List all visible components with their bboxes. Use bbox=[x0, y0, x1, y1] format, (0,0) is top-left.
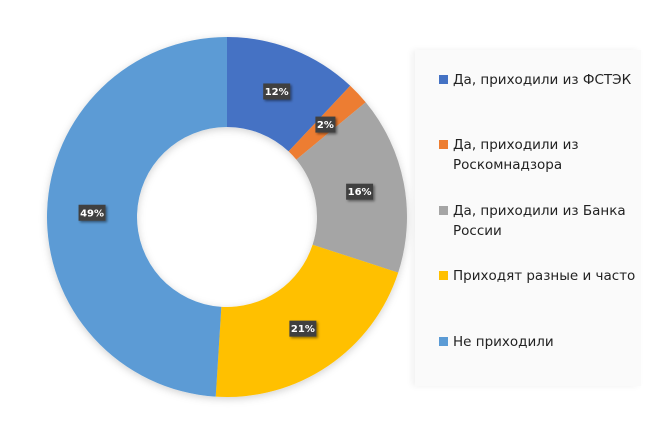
svg-text:49%: 49% bbox=[80, 208, 104, 219]
legend-swatch-icon bbox=[439, 75, 448, 84]
legend-label: Да, приходили из bbox=[453, 137, 579, 153]
legend-item-roskomnadzor: Да, приходили из Роскомнадзора bbox=[439, 135, 639, 175]
legend-label: Да, приходили из Банка bbox=[453, 203, 626, 219]
legend-item-never: Не приходили bbox=[439, 332, 639, 352]
data-label-various-often: 21% bbox=[289, 320, 317, 337]
slice-never bbox=[47, 37, 227, 397]
legend-item-fstek: Да, приходили из ФСТЭК bbox=[439, 70, 639, 90]
svg-text:21%: 21% bbox=[291, 324, 315, 335]
legend-swatch-icon bbox=[439, 206, 448, 215]
chart-data-labels: 12% 2% 16% 21% 49% bbox=[78, 83, 374, 337]
legend-swatch-icon bbox=[439, 271, 448, 280]
legend-item-bank-of-russia: Да, приходили из Банка России bbox=[439, 201, 639, 241]
svg-text:2%: 2% bbox=[317, 120, 334, 131]
legend-swatch-icon bbox=[439, 337, 448, 346]
legend-item-various-often: Приходят разные и часто bbox=[439, 266, 639, 286]
data-label-bank-of-russia: 16% bbox=[346, 183, 374, 200]
legend-label: Не приходили bbox=[453, 334, 554, 350]
legend-label-line2: России bbox=[453, 223, 502, 239]
legend-swatch-icon bbox=[439, 140, 448, 149]
chart-legend: Да, приходили из ФСТЭК Да, приходили из … bbox=[415, 50, 641, 386]
legend-label-line2: Роскомнадзора bbox=[453, 157, 563, 173]
svg-text:12%: 12% bbox=[265, 87, 289, 98]
data-label-fstek: 12% bbox=[263, 83, 291, 100]
svg-text:16%: 16% bbox=[348, 187, 372, 198]
legend-label: Да, приходили из ФСТЭК bbox=[453, 72, 632, 88]
legend-label: Приходят разные и часто bbox=[453, 268, 636, 284]
data-label-roskomnadzor: 2% bbox=[315, 116, 336, 133]
data-label-never: 49% bbox=[78, 204, 106, 221]
